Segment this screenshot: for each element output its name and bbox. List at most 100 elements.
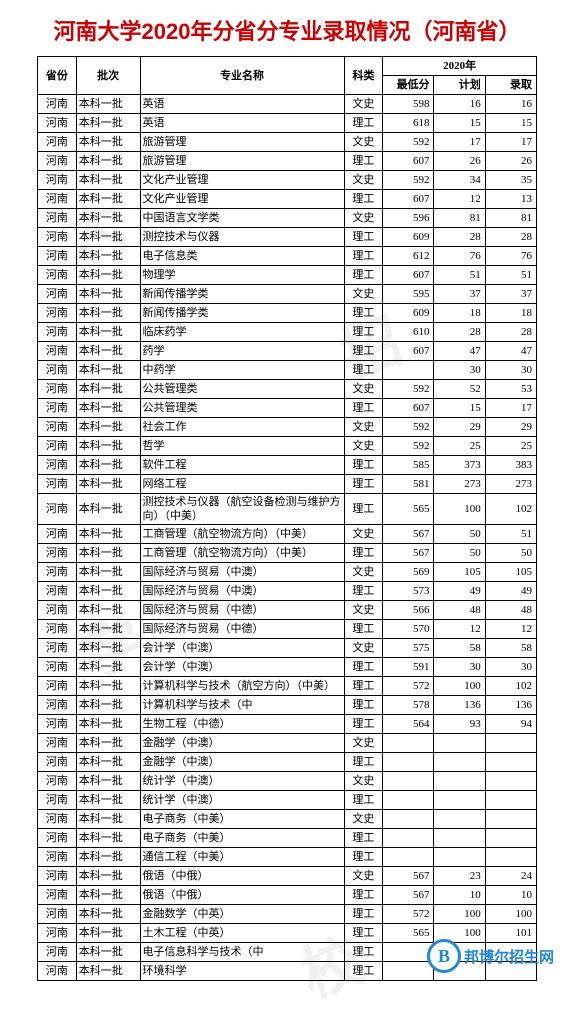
table-cell: 本科一批 <box>76 114 140 133</box>
header-minscore: 最低分 <box>383 76 434 95</box>
table-cell: 本科一批 <box>76 791 140 810</box>
table-cell: 51 <box>485 525 536 544</box>
table-cell: 30 <box>434 658 485 677</box>
table-cell: 河南 <box>38 962 77 981</box>
table-cell: 文史 <box>344 772 383 791</box>
table-cell <box>434 772 485 791</box>
table-cell: 金融学（中澳） <box>140 734 344 753</box>
table-cell: 18 <box>485 304 536 323</box>
table-cell: 34 <box>434 171 485 190</box>
table-cell: 物理学 <box>140 266 344 285</box>
table-cell: 136 <box>485 696 536 715</box>
table-cell: 607 <box>383 266 434 285</box>
table-row: 河南本科一批物理学理工6075151 <box>38 266 537 285</box>
table-cell: 10 <box>434 886 485 905</box>
table-cell: 567 <box>383 886 434 905</box>
table-cell: 595 <box>383 285 434 304</box>
table-cell: 文化产业管理 <box>140 171 344 190</box>
table-row: 河南本科一批英语理工6181515 <box>38 114 537 133</box>
table-cell: 中国语言文学类 <box>140 209 344 228</box>
table-cell: 本科一批 <box>76 582 140 601</box>
table-cell: 金融数学（中英） <box>140 905 344 924</box>
table-cell: 会计学（中澳） <box>140 658 344 677</box>
table-cell: 河南 <box>38 924 77 943</box>
table-cell: 河南 <box>38 171 77 190</box>
table-cell: 本科一批 <box>76 209 140 228</box>
table-cell <box>485 734 536 753</box>
table-row: 河南本科一批电子商务（中美）理工 <box>38 829 537 848</box>
table-cell: 567 <box>383 544 434 563</box>
table-cell: 河南 <box>38 772 77 791</box>
header-major: 专业名称 <box>140 57 344 95</box>
table-cell: 本科一批 <box>76 601 140 620</box>
table-cell: 网络工程 <box>140 475 344 494</box>
table-cell: 国际经济与贸易（中澳） <box>140 563 344 582</box>
admission-table: 省份 批次 专业名称 科类 2020年 最低分 计划 录取 河南本科一批英语文史… <box>37 56 537 981</box>
table-cell: 文史 <box>344 171 383 190</box>
table-cell: 本科一批 <box>76 171 140 190</box>
header-year: 2020年 <box>383 57 537 76</box>
table-row: 河南本科一批国际经济与贸易（中澳）文史569105105 <box>38 563 537 582</box>
table-cell: 本科一批 <box>76 247 140 266</box>
table-cell <box>434 848 485 867</box>
table-cell: 565 <box>383 494 434 525</box>
table-row: 河南本科一批通信工程（中美）理工 <box>38 848 537 867</box>
table-cell: 本科一批 <box>76 95 140 114</box>
table-cell: 598 <box>383 95 434 114</box>
table-cell: 本科一批 <box>76 962 140 981</box>
table-cell: 河南 <box>38 475 77 494</box>
table-row: 河南本科一批公共管理类理工6071517 <box>38 399 537 418</box>
table-cell: 统计学（中澳） <box>140 791 344 810</box>
table-row: 河南本科一批中药学理工3030 <box>38 361 537 380</box>
header-batch: 批次 <box>76 57 140 95</box>
table-cell: 596 <box>383 209 434 228</box>
table-cell: 河南 <box>38 361 77 380</box>
table-cell: 607 <box>383 190 434 209</box>
table-cell: 609 <box>383 304 434 323</box>
table-cell: 本科一批 <box>76 475 140 494</box>
table-cell: 12 <box>434 190 485 209</box>
table-row: 河南本科一批软件工程理工585373383 <box>38 456 537 475</box>
table-cell: 本科一批 <box>76 190 140 209</box>
table-cell: 文史 <box>344 418 383 437</box>
table-cell: 药学 <box>140 342 344 361</box>
badge-icon: B <box>427 939 461 973</box>
table-cell: 23 <box>434 867 485 886</box>
table-cell: 13 <box>485 190 536 209</box>
table-cell: 文史 <box>344 810 383 829</box>
table-row: 河南本科一批统计学（中澳）文史 <box>38 772 537 791</box>
table-row: 河南本科一批会计学（中澳）理工5913030 <box>38 658 537 677</box>
table-cell <box>485 791 536 810</box>
table-row: 河南本科一批会计学（中澳）文史5755858 <box>38 639 537 658</box>
table-cell: 51 <box>434 266 485 285</box>
table-cell: 本科一批 <box>76 753 140 772</box>
table-cell: 英语 <box>140 95 344 114</box>
table-cell: 49 <box>434 582 485 601</box>
table-cell: 273 <box>434 475 485 494</box>
table-cell: 50 <box>434 525 485 544</box>
table-cell: 河南 <box>38 456 77 475</box>
table-cell: 河南 <box>38 323 77 342</box>
table-cell: 570 <box>383 620 434 639</box>
table-cell: 河南 <box>38 95 77 114</box>
table-cell: 理工 <box>344 696 383 715</box>
table-cell: 81 <box>485 209 536 228</box>
table-cell: 592 <box>383 380 434 399</box>
table-cell <box>383 791 434 810</box>
table-cell: 理工 <box>344 456 383 475</box>
table-cell: 28 <box>434 228 485 247</box>
table-cell: 河南 <box>38 582 77 601</box>
table-cell: 本科一批 <box>76 323 140 342</box>
table-row: 河南本科一批旅游管理文史5921717 <box>38 133 537 152</box>
table-cell: 测控技术与仪器（航空设备检测与维护方向）（中美） <box>140 494 344 525</box>
table-cell: 理工 <box>344 715 383 734</box>
table-cell: 591 <box>383 658 434 677</box>
table-cell: 本科一批 <box>76 304 140 323</box>
table-cell <box>383 810 434 829</box>
table-cell: 58 <box>434 639 485 658</box>
table-cell: 文史 <box>344 437 383 456</box>
table-cell: 25 <box>485 437 536 456</box>
table-cell: 102 <box>485 494 536 525</box>
table-row: 河南本科一批网络工程理工581273273 <box>38 475 537 494</box>
table-cell: 本科一批 <box>76 525 140 544</box>
